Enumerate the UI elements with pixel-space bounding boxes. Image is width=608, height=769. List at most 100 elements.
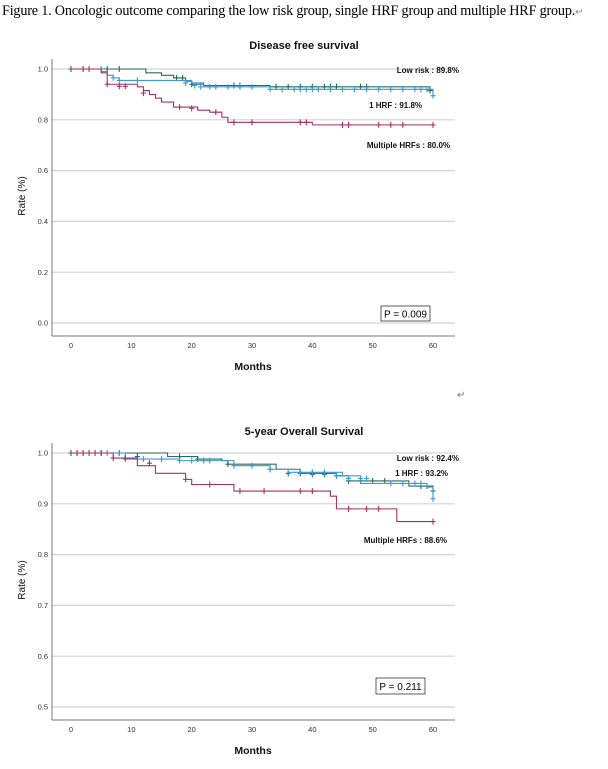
censor-mark [80,66,86,72]
censor-mark [400,86,406,93]
y-tick-label: 0.6 [38,652,48,661]
censor-mark [74,450,80,456]
censor-mark [303,119,309,126]
y-tick-label: 0.5 [38,703,48,712]
censor-mark [192,82,198,89]
x-axis-label: Months [234,361,271,373]
censor-mark [189,457,195,464]
y-tick-label: 0.6 [38,166,48,175]
x-tick-label: 40 [308,341,316,350]
censor-mark [207,83,213,90]
censor-mark [418,86,424,93]
censor-mark [376,121,382,128]
censor-mark [213,83,219,90]
censor-mark [207,481,213,488]
y-tick-label: 1.0 [38,449,48,458]
x-tick-label: 30 [248,341,256,350]
x-tick-label: 0 [69,725,73,734]
p-value-box-border [375,677,426,695]
caption-end-mark: ↵ [575,7,584,18]
censor-mark [327,86,333,93]
censor-mark [303,86,309,93]
censor-mark [146,460,152,467]
censor-mark [237,488,243,495]
p-value-box: P = 0.009 [380,305,431,322]
censor-mark [333,472,339,479]
censor-mark [297,488,303,495]
censor-mark [340,121,345,128]
censor-mark [104,81,110,88]
censor-mark [116,66,122,72]
censor-mark [116,83,122,90]
figure-caption: Figure 1. Oncologic outcome comparing th… [2,3,583,20]
censor-mark [134,77,140,84]
annotation-multiple-hrfs: Multiple HRFs : 80.0% [367,141,450,150]
y-tick-label: 0.8 [38,115,48,124]
censor-mark [98,450,104,456]
caption-text: Figure 1. Oncologic outcome comparing th… [2,3,576,19]
paragraph-mark-icon: ↵ [457,390,466,401]
censor-mark [418,480,424,487]
survival-curve-multiple-hrfs [71,68,433,126]
censor-mark [430,518,436,525]
censor-mark [122,455,128,462]
censor-mark [412,86,418,93]
annotation-low-risk: Low risk : 89.8% [397,66,459,75]
censor-mark [183,79,189,86]
censor-mark [92,450,98,456]
censor-mark [225,461,231,468]
os-chart: 5-year Overall Survival Months Rate (%) … [17,426,459,757]
y-tick-label: 0.4 [38,217,48,226]
censor-mark [237,83,243,90]
censor-mark [140,90,146,97]
chart-title: Disease free survival [249,40,358,52]
censor-mark [388,86,394,93]
y-tick-label: 1.0 [38,65,48,74]
censor-mark [110,74,116,81]
censor-mark [309,488,315,495]
censor-mark [346,475,352,482]
censor-mark [177,104,183,111]
censor-mark [201,457,207,464]
x-tick-label: 60 [429,725,437,734]
censor-mark [297,469,303,476]
censor-mark [364,505,370,512]
censor-mark [427,87,433,94]
censor-mark [297,119,303,126]
censor-mark [267,86,273,93]
x-tick-label: 40 [308,725,316,734]
censor-mark [424,86,430,93]
censor-mark [207,457,213,464]
censor-mark [279,86,285,93]
censor-mark [189,105,195,112]
censor-mark [267,466,273,473]
censor-mark [291,86,297,93]
censor-mark [249,462,255,469]
censor-mark [376,86,382,93]
censor-mark [249,119,255,126]
censor-mark [225,83,231,90]
censor-mark [198,83,204,90]
censor-mark [346,121,352,128]
annotation-low-risk: Low risk : 92.4% [397,454,459,463]
annotation-1-hrf: 1 HRF : 93.2% [395,469,448,478]
censor-mark [140,456,146,463]
p-value-box-border [380,305,431,322]
x-axis-label: Months [234,745,271,757]
censor-mark [213,109,219,116]
censor-mark [116,450,122,456]
censor-mark [122,83,128,90]
censor-mark [358,475,364,482]
censor-mark [321,469,327,476]
censor-mark [412,480,418,487]
censor-mark [297,86,303,93]
p-value-label: P = 0.211 [379,682,422,693]
x-tick-label: 60 [429,341,437,350]
censor-mark [309,86,315,93]
censor-mark [116,77,122,84]
censor-mark [231,462,237,469]
censor-mark [340,86,345,93]
chart-title: 5-year Overall Survival [245,426,364,438]
censor-mark [261,488,267,495]
